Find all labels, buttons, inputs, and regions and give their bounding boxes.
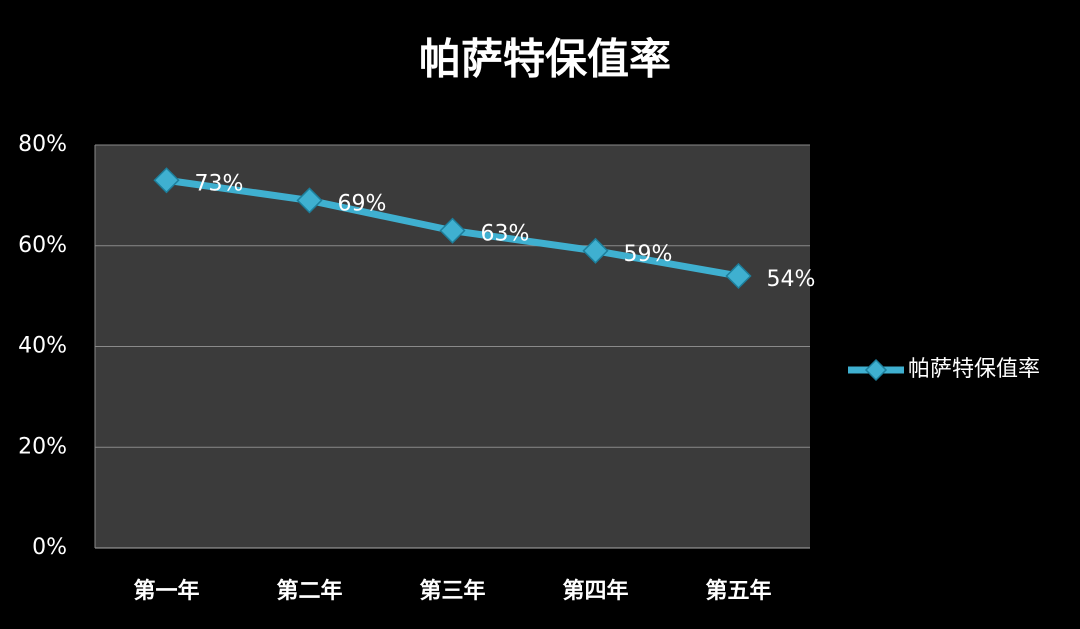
y-tick-label: 20%: [18, 434, 67, 459]
marker: [582, 237, 609, 264]
marker: [296, 187, 323, 214]
marker: [725, 262, 752, 290]
value-label: 73%: [195, 171, 244, 196]
y-tick-label: 60%: [18, 233, 67, 258]
legend-marker: [864, 358, 888, 382]
chart-title: 帕萨特保值率: [419, 35, 671, 84]
x-tick-label: 第四年: [562, 578, 628, 604]
y-tick-label: 0%: [32, 535, 67, 560]
value-label: 59%: [624, 242, 673, 267]
value-label: 69%: [338, 191, 387, 216]
x-tick-label: 第五年: [705, 578, 771, 604]
marker: [153, 167, 180, 194]
legend-label: 帕萨特保值率: [908, 357, 1040, 382]
y-tick-label: 40%: [18, 334, 67, 359]
value-label: 63%: [481, 222, 530, 247]
x-tick-label: 第三年: [419, 578, 485, 604]
x-tick-label: 第一年: [133, 578, 199, 604]
x-tick-label: 第二年: [276, 578, 342, 604]
value-label: 54%: [767, 267, 816, 292]
marker: [439, 217, 466, 244]
y-tick-label: 80%: [18, 132, 67, 157]
